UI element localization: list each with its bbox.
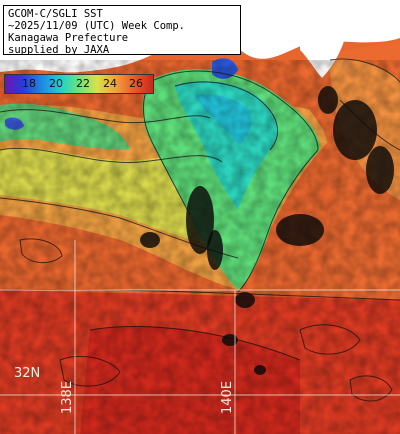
title-line-2: ~2025/11/09 (UTC) Week Comp. — [8, 20, 186, 32]
legend-tick-24: 24 — [103, 77, 117, 90]
lon-label-140e: 140E — [220, 380, 235, 414]
legend-tick-18: 18 — [22, 77, 36, 90]
lon-label-138e: 138E — [60, 380, 75, 414]
map-title-box: GCOM-C/SGLI SST ~2025/11/09 (UTC) Week C… — [3, 5, 241, 56]
contour-lines — [0, 58, 400, 402]
lat-label-32n: 32N — [14, 366, 41, 381]
title-line-3: Kanagawa Prefecture — [8, 32, 129, 44]
sst-color-legend: 18 20 22 24 26 — [4, 74, 154, 94]
legend-tick-22: 22 — [76, 77, 90, 90]
graticule — [0, 240, 400, 434]
dense-contour-clusters — [140, 86, 394, 375]
title-line-4: supplied by JAXA — [8, 44, 110, 56]
legend-tick-20: 20 — [49, 77, 63, 90]
land-peninsula — [300, 33, 345, 78]
legend-tick-26: 26 — [129, 77, 143, 90]
title-line-1: GCOM-C/SGLI SST — [8, 8, 103, 20]
